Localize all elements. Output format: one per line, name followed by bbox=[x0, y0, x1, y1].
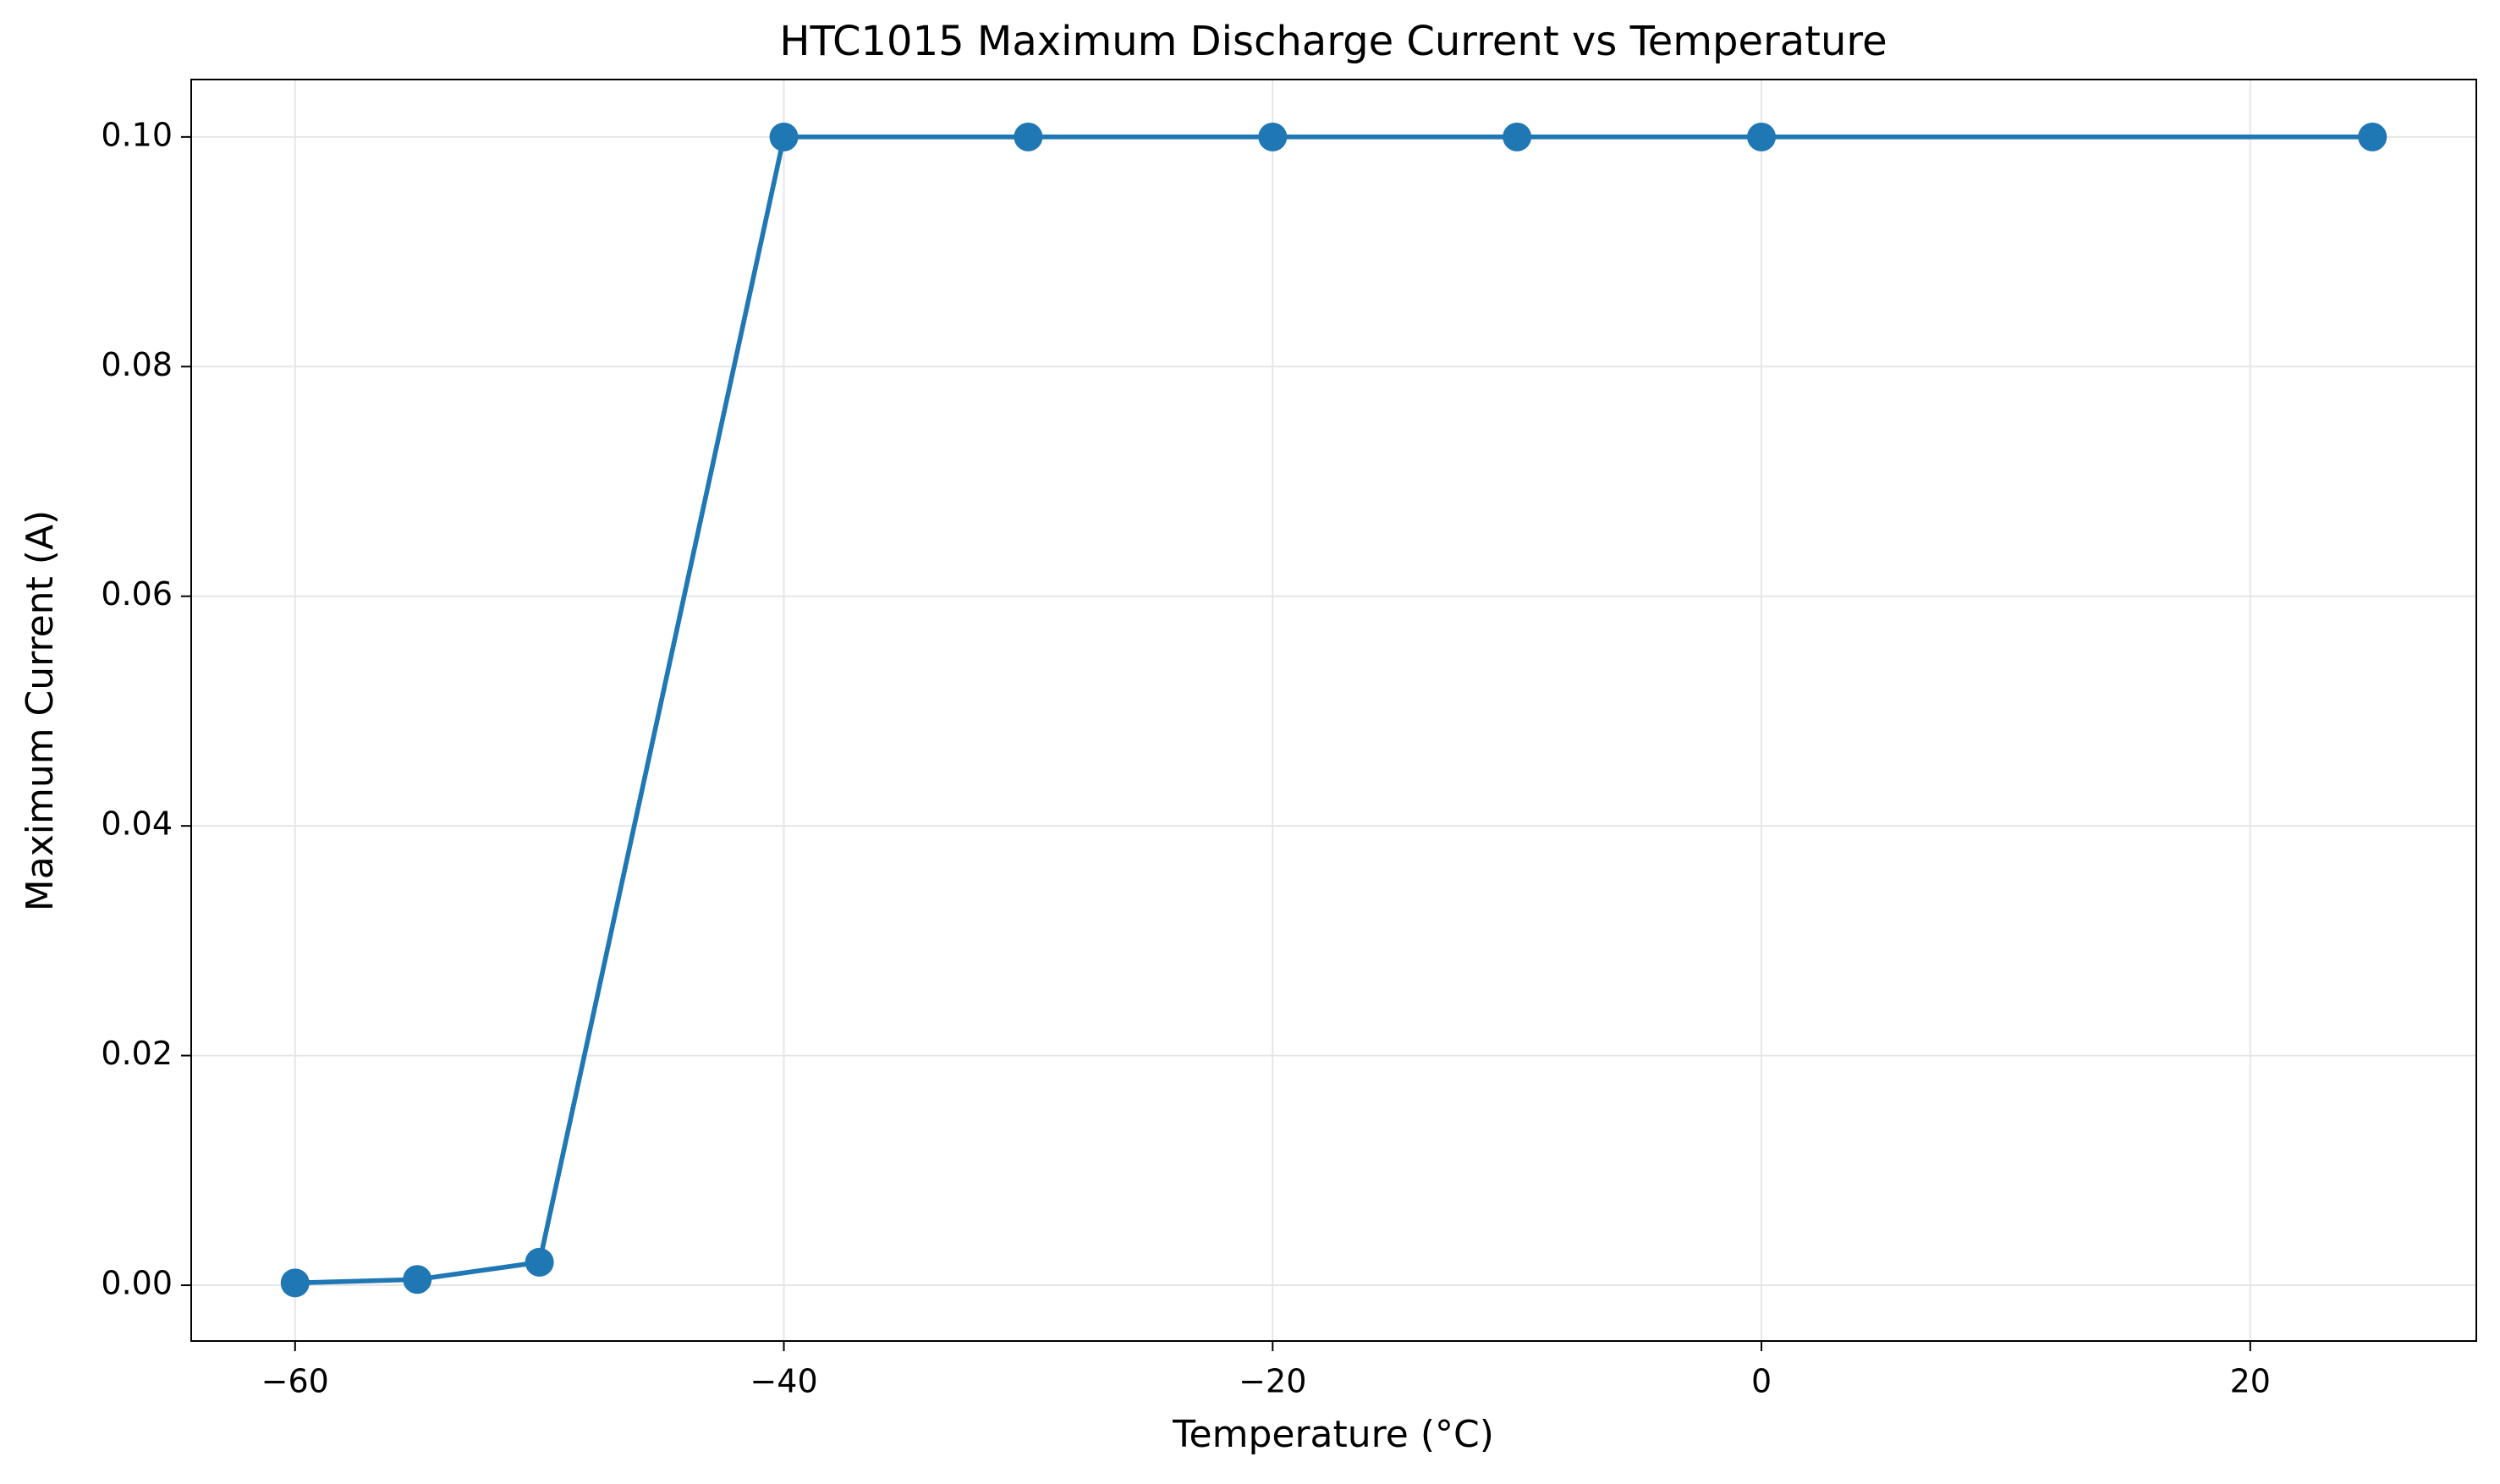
x-tick-label: −20 bbox=[1239, 1363, 1306, 1400]
data-point bbox=[1014, 122, 1043, 151]
x-tick-label: 0 bbox=[1751, 1363, 1772, 1400]
x-tick-label: −40 bbox=[750, 1363, 817, 1400]
y-tick-label: 0.08 bbox=[101, 346, 173, 383]
y-tick-label: 0.00 bbox=[101, 1265, 173, 1302]
y-tick-label: 0.06 bbox=[101, 575, 173, 613]
chart-title: HTC1015 Maximum Discharge Current vs Tem… bbox=[779, 18, 1887, 65]
plot-frame bbox=[190, 79, 2477, 1342]
y-tick-label: 0.02 bbox=[101, 1035, 173, 1072]
series-line bbox=[294, 135, 2373, 1286]
data-point bbox=[280, 1268, 310, 1298]
data-point bbox=[769, 122, 799, 151]
data-point bbox=[2358, 122, 2387, 151]
x-axis-label: Temperature (°C) bbox=[1172, 1413, 1494, 1456]
y-axis-label: Maximum Current (A) bbox=[19, 510, 62, 911]
y-tick-label: 0.10 bbox=[101, 116, 173, 153]
x-tick-label: −60 bbox=[261, 1363, 329, 1400]
data-point bbox=[1503, 122, 1532, 151]
data-point bbox=[403, 1265, 432, 1294]
x-tick-label: 20 bbox=[2230, 1363, 2271, 1400]
data-point bbox=[525, 1247, 554, 1277]
y-tick-label: 0.04 bbox=[101, 805, 173, 843]
data-point bbox=[1258, 122, 1288, 151]
data-point bbox=[1747, 122, 1777, 151]
